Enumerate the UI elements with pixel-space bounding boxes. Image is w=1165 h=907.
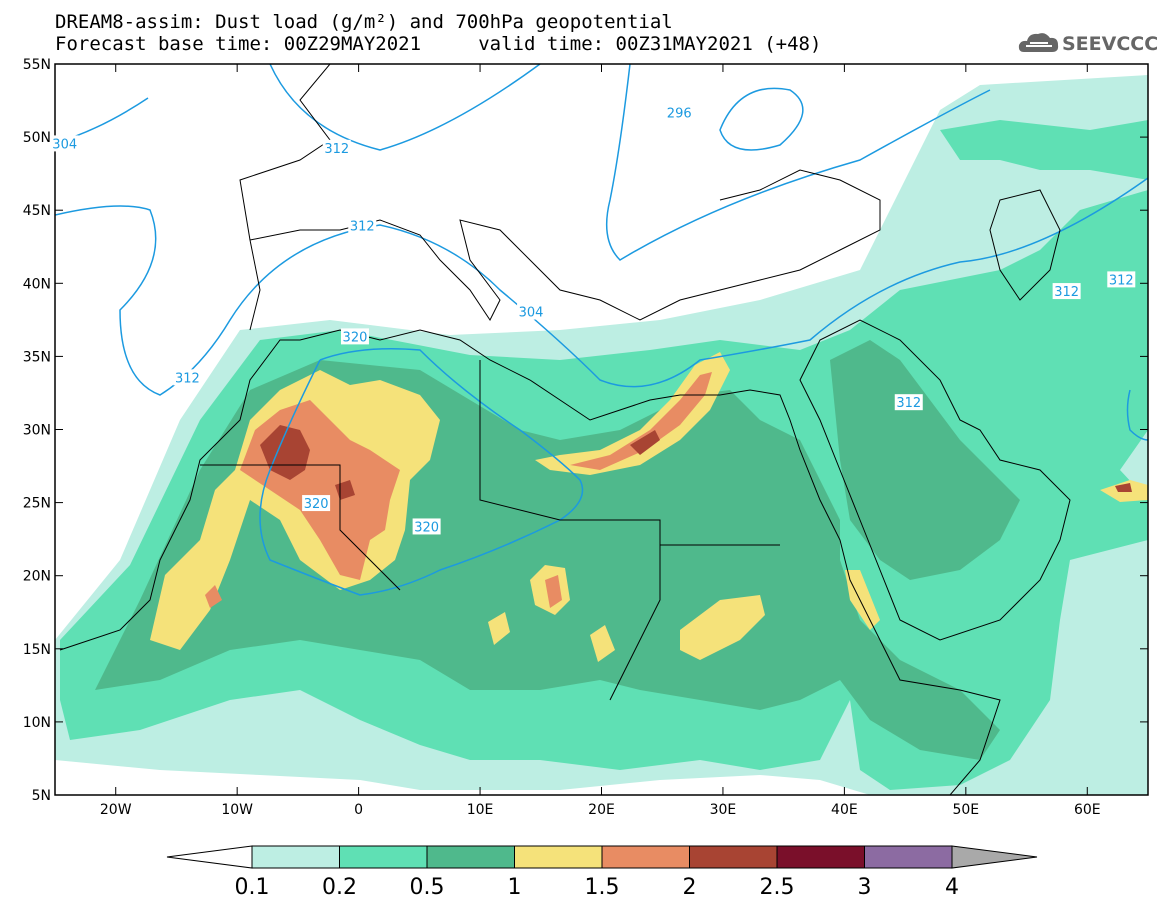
y-tick-label: 25N [23,496,51,512]
dust-region-2-plume [630,430,660,455]
contour-label: 304 [52,137,77,152]
x-tick-label: 10E [467,802,494,818]
border-libya [479,360,780,546]
dust-region-2-gulf [1115,483,1132,492]
contour-label: 312 [1109,273,1134,288]
y-tick-label: 10N [23,715,51,731]
contour-312-main [55,177,1148,396]
dust-region-0.5-arabia [830,340,1020,580]
contour-label-bg [322,139,351,156]
axis-ticks: 20W 10W 0 10E 20E 30E 40E 50E 60E 55N 50N 45N 40N 35N… [23,57,1148,818]
cloud-icon [1018,33,1059,52]
contour-labels: 296 304 312 312 304 312 312 312 312 320 320 320 [50,104,1136,535]
contour-312-east [1126,389,1148,441]
dust-region-1.5-mauritania [205,585,222,608]
y-tick-label: 35N [23,349,51,365]
y-tick-label: 45N [23,203,51,219]
geopotential-contours [55,64,1148,596]
y-tick-label: 30N [23,423,51,439]
dust-region-1.5-chad [545,575,562,608]
y-tick-label: 5N [32,788,51,804]
x-tick-label: 10W [221,802,253,818]
coast-iberia-north [239,64,331,241]
x-tick-label: 0 [354,802,363,818]
x-tick-label: 20W [100,802,132,818]
contour-label-bg [173,369,202,386]
y-tick-label: 55N [23,57,51,73]
dust-region-1 [150,370,440,650]
dust-region-1-red-sea [845,570,880,630]
dust-field [55,75,1148,795]
x-tick-label: 20E [588,802,615,818]
contour-label-bg [348,217,377,234]
seevccc-logo: SEEVCCC [1018,33,1158,55]
coastlines [59,64,1071,795]
contour-label: 320 [304,497,329,512]
contour-label-bg [302,495,331,512]
contour-label: 312 [1054,285,1079,300]
contour-label-bg [1052,283,1081,300]
y-tick-label: 20N [23,569,51,585]
dust-region-2 [260,425,310,480]
contour-label: 312 [896,396,921,411]
border-sudan [609,520,661,701]
coast-africa [59,329,1001,795]
contour-label: 312 [175,371,200,386]
contour-label-bg [412,518,441,535]
logo-text: SEEVCCC [1062,33,1158,55]
contour-label-bg [340,328,369,345]
contour-label-bg [894,394,923,411]
border-sahara [200,464,401,591]
contour-label: 312 [324,142,349,157]
contour-label-bg [1107,271,1136,288]
x-tick-label: 40E [831,802,858,818]
x-tick-label: 30E [710,802,737,818]
dust-region-1-chad-s [590,625,615,662]
y-tick-label: 50N [23,130,51,146]
contour-296 [719,87,804,151]
y-tick-label: 40N [23,276,51,292]
contour-label: 312 [350,219,375,234]
contour-label-bg [665,104,694,121]
forecast-time-subtitle: Forecast base time: 00Z29MAY2021 valid t… [55,33,822,55]
contour-label: 296 [667,107,692,122]
x-tick-label: 60E [1074,802,1101,818]
contour-label-bg [517,303,546,320]
dust-region-1-niger [488,612,510,645]
contour-320 [259,348,584,596]
contour-label: 304 [519,306,544,321]
contour-304-east [605,64,991,261]
y-tick-label: 15N [23,642,51,658]
contour-label-bg [50,135,79,152]
map-title: DREAM8-assim: Dust load (g/m²) and 700hP… [55,11,673,33]
contour-312-north [269,64,541,151]
contour-label: 320 [414,520,439,535]
coast-arabia [799,319,1071,641]
dust-region-0.2-north [940,120,1148,180]
contour-label: 320 [343,330,368,345]
coast-caspian [989,189,1061,301]
dust-region-1-sudan [680,595,765,660]
x-tick-label: 50E [952,802,979,818]
